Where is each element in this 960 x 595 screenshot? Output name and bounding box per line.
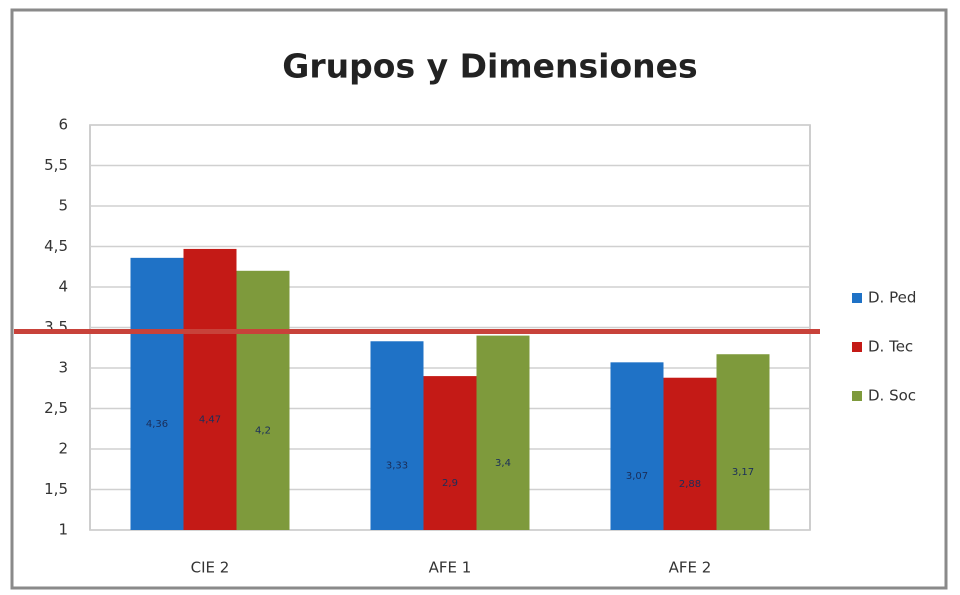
data-label: 2,9 [442,478,458,489]
bar [716,354,770,530]
bar [183,248,237,530]
data-label: 2,88 [679,479,701,490]
data-label: 3,4 [495,458,511,469]
legend-swatch [852,293,862,303]
y-tick-label: 5,5 [44,156,68,174]
bar [370,341,424,530]
data-label: 3,17 [732,467,754,478]
y-tick-label: 3 [58,359,68,377]
data-label: 3,07 [626,471,648,482]
bar [663,377,717,530]
y-tick-label: 2,5 [44,399,68,417]
y-tick-label: 2 [58,440,68,458]
y-tick-label: 1,5 [44,480,68,498]
y-tick-label: 1 [58,521,68,539]
x-tick-label: AFE 1 [429,559,472,577]
bar [610,362,664,530]
y-tick-label: 5 [58,197,68,215]
bar [476,335,530,530]
legend-swatch [852,391,862,401]
y-tick-label: 6 [58,116,68,134]
x-tick-label: AFE 2 [669,559,712,577]
data-label: 4,36 [146,419,168,430]
y-tick-label: 4 [58,278,68,296]
legend-label: D. Ped [868,289,916,307]
legend-label: D. Soc [868,387,916,405]
data-label: 4,2 [255,425,271,436]
x-tick-label: CIE 2 [191,559,230,577]
y-tick-label: 4,5 [44,237,68,255]
bar [236,270,290,530]
chart-title: Grupos y Dimensiones [282,47,697,86]
legend-label: D. Tec [868,338,913,356]
bar [130,257,184,530]
bar [423,376,477,530]
data-label: 3,33 [386,461,408,472]
data-label: 4,47 [199,414,221,425]
legend-swatch [852,342,862,352]
